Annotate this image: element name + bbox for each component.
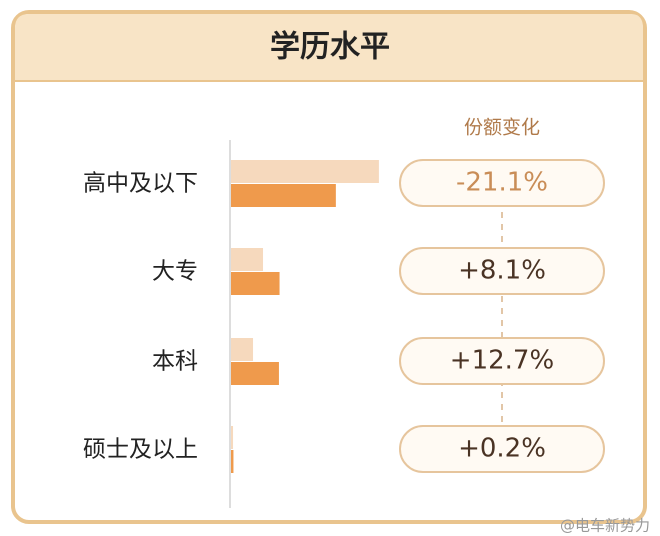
bar: [231, 160, 379, 183]
change-label: +8.1%: [458, 256, 546, 286]
change-label: +12.7%: [450, 346, 554, 376]
change-label: -21.1%: [456, 168, 548, 198]
category-label: 硕士及以上: [83, 437, 198, 463]
bar: [231, 338, 254, 361]
bar: [231, 426, 234, 449]
change-pill: [399, 425, 605, 473]
chart-title: 学历水平: [270, 30, 390, 65]
change-label: +0.2%: [458, 434, 546, 464]
change-pill: [399, 247, 605, 295]
watermark: @电车新势力: [560, 517, 650, 535]
category-label: 本科: [152, 349, 198, 375]
category-label: 大专: [152, 259, 198, 285]
bar: [231, 450, 234, 473]
bar: [231, 248, 264, 271]
change-pill: [399, 337, 605, 385]
change-title: 份额变化: [464, 117, 540, 139]
header-band: [15, 14, 643, 80]
category-label: 高中及以下: [83, 171, 198, 197]
card: [11, 10, 647, 524]
bar: [231, 362, 279, 385]
change-pill: [399, 159, 605, 207]
bar: [231, 272, 280, 295]
bar: [231, 184, 336, 207]
